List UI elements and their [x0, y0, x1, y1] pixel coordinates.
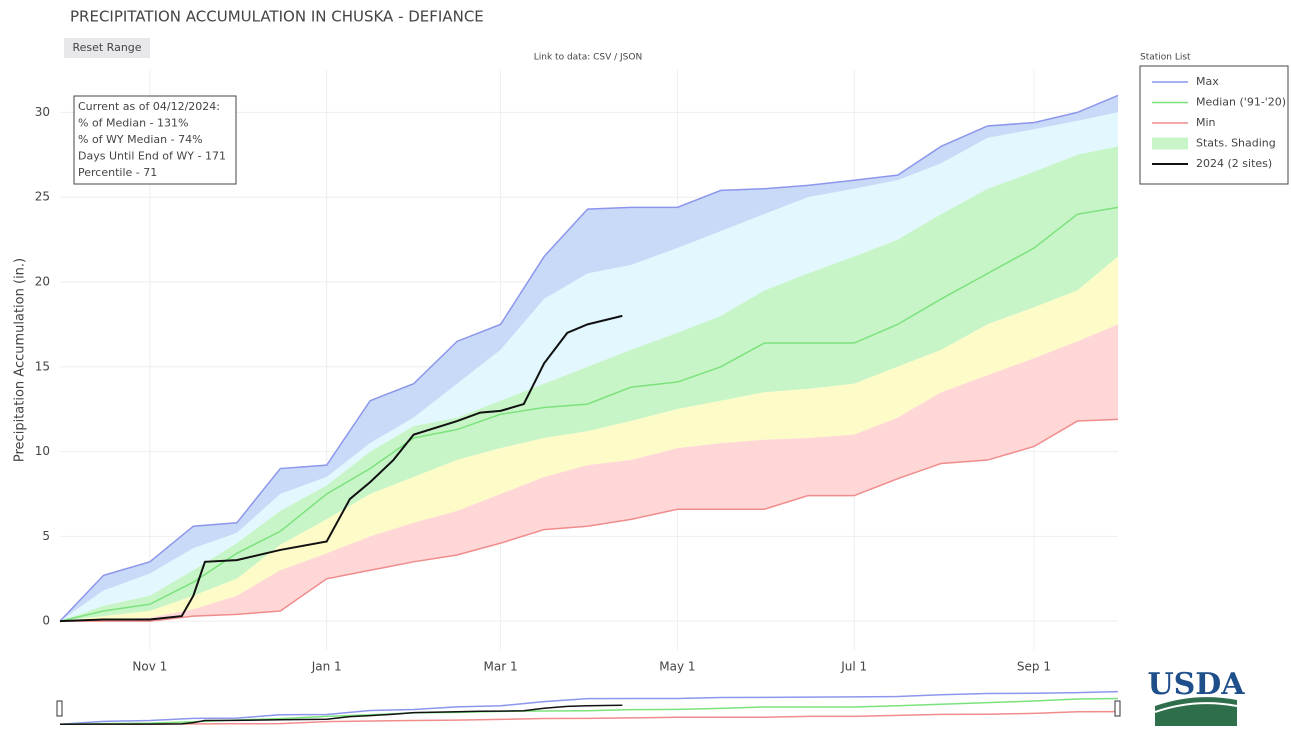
x-tick-label: Jan 1: [311, 660, 342, 674]
x-tick-label: Sep 1: [1017, 660, 1051, 674]
shading-band: [60, 112, 1118, 622]
info-box: [73, 95, 237, 185]
chart-title: PRECIPITATION ACCUMULATION IN CHUSKA - D…: [70, 8, 484, 26]
logo-wave: [1154, 702, 1238, 713]
slider-line: [59, 704, 623, 725]
series-line: [60, 418, 1119, 622]
y-tick-label: 20: [35, 274, 50, 288]
y-axis-label: Precipitation Accumulation (in.): [13, 258, 28, 462]
legend-label: 2024 (2 sites): [1196, 157, 1272, 170]
y-tick-label: 25: [35, 190, 50, 204]
info-line: Current as of 04/12/2024:: [78, 100, 220, 113]
x-tick-label: Nov 1: [132, 660, 167, 674]
logo-text: USDA: [1147, 667, 1245, 702]
info-line: Percentile - 71: [78, 166, 157, 179]
legend-label: Stats. Shading: [1196, 137, 1276, 150]
y-tick-label: 0: [42, 614, 50, 628]
usda-logo: USDA: [1147, 667, 1245, 726]
shading-band: [60, 146, 1118, 622]
data-link[interactable]: Link to data: CSV / JSON: [534, 53, 642, 63]
legend-title: Station List: [1140, 53, 1191, 63]
legend-label: Max: [1196, 75, 1219, 88]
legend-label: Median ('91-'20): [1196, 96, 1286, 109]
slider-line: [59, 690, 1119, 725]
x-tick-label: Mar 1: [484, 660, 518, 674]
series-line: [59, 94, 1119, 622]
shading-band: [60, 256, 1118, 622]
series-line: [59, 314, 623, 623]
y-tick-label: 15: [35, 359, 50, 373]
legend-swatch: [1152, 137, 1188, 150]
series-line: [59, 206, 1119, 622]
x-tick-label: May 1: [659, 660, 695, 674]
reset-button[interactable]: Reset Range: [72, 41, 141, 54]
info-line: % of Median - 131%: [78, 117, 188, 130]
x-tick-label: Jul 1: [840, 660, 867, 674]
shading-band: [60, 324, 1118, 622]
info-line: % of WY Median - 74%: [78, 133, 203, 146]
slider-handle: [56, 700, 63, 717]
slider-handle: [1114, 700, 1121, 717]
legend-label: Min: [1196, 116, 1216, 129]
slider-line: [60, 710, 1119, 725]
y-tick-label: 30: [35, 105, 50, 119]
reset-button-bg[interactable]: [64, 38, 150, 58]
y-tick-label: 5: [42, 529, 50, 543]
y-tick-label: 10: [35, 444, 50, 458]
info-line: Days Until End of WY - 171: [78, 150, 226, 163]
